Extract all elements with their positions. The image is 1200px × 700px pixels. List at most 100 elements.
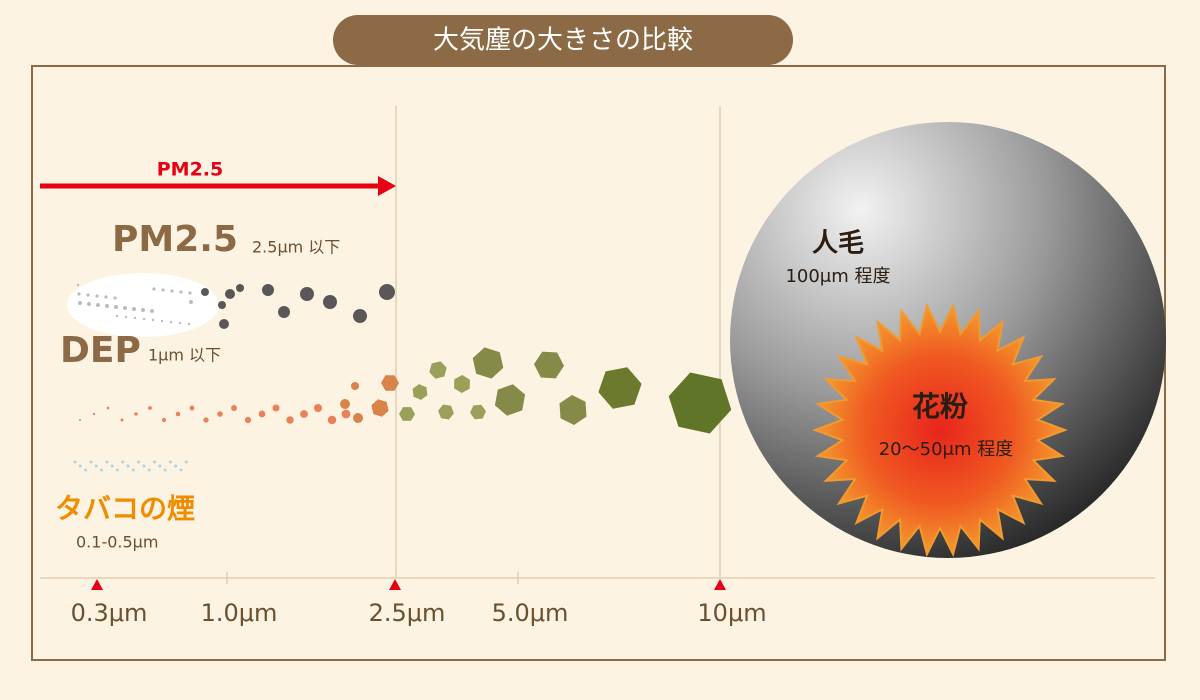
- particle: [131, 468, 135, 472]
- particle: [133, 316, 137, 320]
- particle: [175, 411, 181, 417]
- particle: [161, 288, 165, 292]
- particle: [147, 468, 151, 472]
- particle: [381, 375, 399, 391]
- particle: [327, 415, 337, 425]
- particle: [201, 288, 209, 296]
- particle: [371, 399, 389, 417]
- particle: [95, 294, 99, 298]
- particle: [78, 464, 82, 468]
- particle: [124, 315, 128, 319]
- particle: [189, 405, 195, 411]
- pollen-name: 花粉: [912, 390, 968, 423]
- pollen-burst: [812, 302, 1068, 558]
- particle: [123, 306, 127, 310]
- particle: [272, 404, 280, 412]
- tobacco-name: タバコの煙: [55, 492, 195, 525]
- title: 大気塵の大きさの比較: [433, 26, 693, 56]
- particle: [534, 351, 564, 379]
- particle: [87, 302, 91, 306]
- axis-label: 10μm: [697, 599, 766, 627]
- dep-cloud: [67, 273, 219, 337]
- axis-label: 1.0μm: [201, 599, 278, 627]
- tobacco-size: 0.1-0.5μm: [76, 533, 158, 552]
- particle: [668, 372, 732, 434]
- particle: [114, 305, 118, 309]
- particle: [142, 317, 146, 321]
- particle: [203, 417, 209, 423]
- particle: [219, 319, 229, 329]
- particle: [115, 314, 119, 318]
- particle: [341, 409, 351, 419]
- particle: [76, 283, 80, 287]
- pollen-size: 20〜50μm 程度: [879, 439, 1014, 460]
- particle: [429, 361, 447, 379]
- particle: [174, 464, 178, 468]
- particle: [225, 289, 235, 299]
- pm25-name: PM2.5: [112, 219, 238, 260]
- particle: [110, 464, 114, 468]
- particle: [137, 460, 141, 464]
- particle: [160, 319, 164, 323]
- title-pill: [333, 15, 793, 65]
- particle: [231, 405, 237, 411]
- particle: [412, 384, 428, 400]
- dep-size: 1μm 以下: [148, 346, 221, 365]
- particle: [115, 468, 119, 472]
- particle: [79, 419, 81, 421]
- particle: [100, 468, 103, 472]
- particle: [84, 468, 88, 472]
- particle: [218, 301, 226, 309]
- particle: [96, 303, 100, 307]
- particle: [244, 416, 252, 424]
- particle: [161, 417, 167, 423]
- particle: [399, 407, 415, 421]
- particle: [78, 301, 82, 305]
- axis: 0.3μm 1.0μm 2.5μm 5.0μm 10μm: [71, 572, 767, 627]
- particle: [142, 464, 146, 468]
- particle: [92, 412, 96, 416]
- particle: [121, 460, 125, 464]
- particle: [300, 287, 314, 301]
- particle: [559, 395, 587, 425]
- axis-marker: [714, 579, 726, 590]
- particle: [77, 292, 81, 296]
- particle: [169, 320, 173, 324]
- range-label: PM2.5: [157, 159, 224, 181]
- particle: [184, 460, 188, 464]
- particle: [351, 382, 359, 390]
- particle: [86, 293, 90, 297]
- particle: [472, 347, 504, 379]
- particle: [126, 464, 130, 468]
- particle: [153, 460, 156, 464]
- particle: [454, 375, 470, 393]
- particle: [187, 322, 191, 326]
- axis-label: 0.3μm: [71, 599, 148, 627]
- particle: [236, 284, 244, 292]
- particle: [340, 399, 350, 409]
- particle: [73, 460, 77, 464]
- particle: [179, 468, 183, 472]
- particle: [168, 460, 172, 464]
- particle: [598, 367, 642, 409]
- axis-marker: [91, 579, 103, 590]
- particle: [353, 413, 363, 423]
- particle: [141, 308, 145, 312]
- particle: [278, 306, 290, 318]
- particle: [152, 287, 156, 291]
- particle: [113, 296, 117, 300]
- particle: [134, 412, 138, 416]
- pm25-size: 2.5μm 以下: [252, 238, 340, 257]
- particle: [379, 284, 395, 300]
- particle: [104, 295, 108, 299]
- particles: [73, 283, 732, 472]
- particle: [132, 307, 136, 311]
- particle: [158, 464, 162, 468]
- particle: [148, 406, 152, 410]
- dep-name: DEP: [60, 330, 141, 371]
- particle: [94, 464, 98, 468]
- particle: [494, 384, 526, 416]
- particle: [438, 404, 454, 420]
